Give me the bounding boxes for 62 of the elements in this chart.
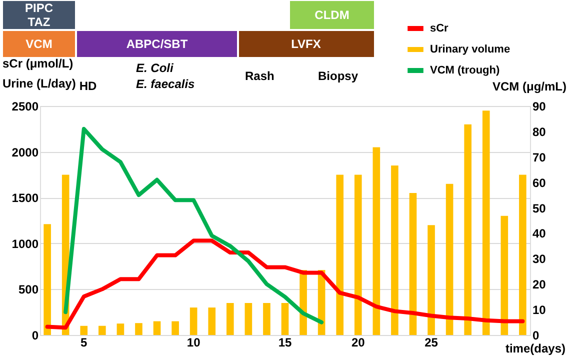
bar <box>244 302 252 335</box>
bar <box>80 326 88 335</box>
text: LVFX <box>291 37 321 51</box>
bar <box>153 321 161 335</box>
text: CLDM <box>314 8 350 22</box>
bar <box>190 308 198 335</box>
bar <box>519 174 526 335</box>
bar <box>336 174 344 335</box>
y2-tick-label: 10 <box>532 303 546 318</box>
y-tick-label: 0 <box>32 328 39 342</box>
x-tick-label: 20 <box>351 336 366 350</box>
bar <box>482 110 490 335</box>
y2-tick-label: 0 <box>532 328 540 342</box>
y2-tick-label: 50 <box>532 201 546 216</box>
text: E. Coli E. faecalis <box>136 61 196 91</box>
y-tick-label: 1000 <box>12 236 39 251</box>
bar <box>500 216 508 335</box>
x-tick-label: 10 <box>186 336 201 350</box>
text: Biopsy <box>318 69 358 83</box>
text: Rash <box>245 69 274 83</box>
legend-label: Urinary volume <box>430 44 510 56</box>
bar <box>391 166 398 335</box>
y2-tick-label: 80 <box>532 124 546 139</box>
x-tick-label: 15 <box>278 336 292 350</box>
text: HD <box>79 79 97 93</box>
x-tick-label: 25 <box>424 336 438 350</box>
bar <box>98 326 106 335</box>
text: VCM <box>26 37 52 51</box>
bar <box>208 308 216 335</box>
y-tick-label: 2000 <box>12 145 39 160</box>
legend-label: VCM (trough) <box>430 64 500 76</box>
line-series <box>45 238 525 330</box>
bar <box>135 323 142 335</box>
bar <box>409 193 417 335</box>
bar <box>354 174 362 335</box>
bar <box>226 302 234 335</box>
y-tick-label: 1500 <box>12 191 39 206</box>
bar <box>263 302 270 335</box>
bar <box>44 224 51 335</box>
y-tick-label: 500 <box>18 282 39 297</box>
y-axis-title: sCr (μmol/L) Urine (L/day) <box>2 56 76 90</box>
y2-tick-label: 70 <box>532 150 546 164</box>
text: PIPC TAZ <box>24 1 54 29</box>
y2-tick-label: 30 <box>532 252 546 266</box>
y2-tick-label: 40 <box>532 226 546 241</box>
text: ABPC/SBT <box>126 37 188 51</box>
bar <box>446 184 454 335</box>
bar <box>372 147 380 335</box>
bar <box>172 321 179 335</box>
y-tick-label: 2500 <box>12 100 39 114</box>
x-tick-label: 5 <box>80 336 88 350</box>
bar <box>116 324 124 335</box>
line-series <box>64 126 324 324</box>
bar <box>464 124 472 335</box>
y2-tick-label: 60 <box>532 176 546 190</box>
x-axis-title: time(days) <box>505 342 566 356</box>
y2-axis-title: VCM (μg/mL) <box>492 80 566 94</box>
bar <box>428 225 435 335</box>
y2-tick-label: 90 <box>532 100 546 114</box>
y2-tick-label: 20 <box>532 278 546 292</box>
bar <box>281 302 289 335</box>
legend-label: sCr <box>430 22 450 34</box>
